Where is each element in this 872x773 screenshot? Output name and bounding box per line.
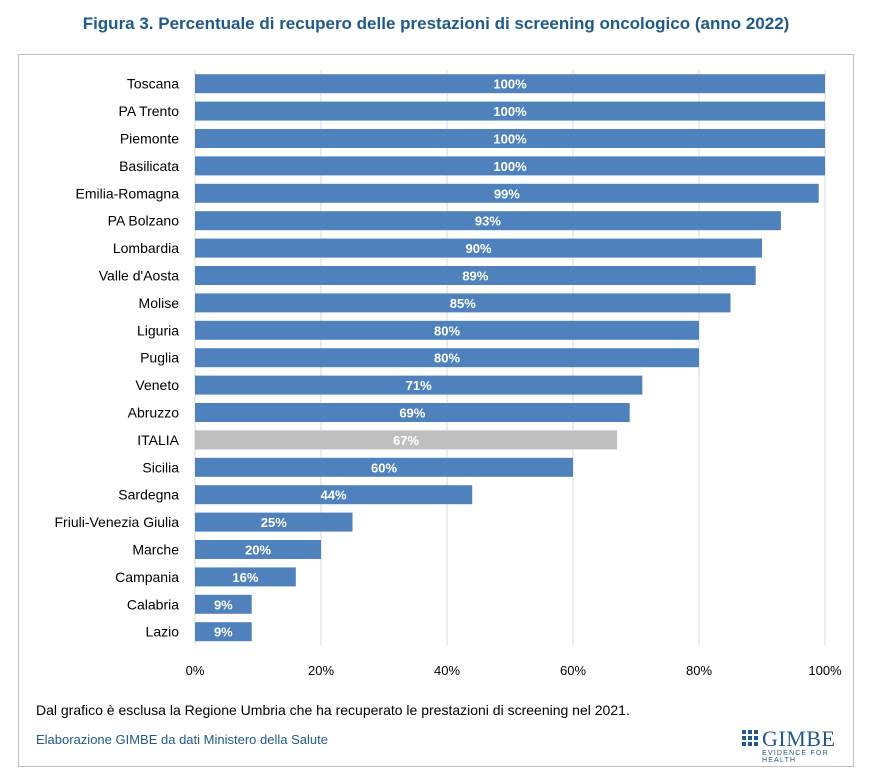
category-label: Emilia-Romagna <box>76 185 180 201</box>
chart-footnote: Dal grafico è esclusa la Regione Umbria … <box>36 702 630 718</box>
bars: 100%100%100%100%99%93%90%89%85%80%80%71%… <box>195 74 825 642</box>
category-label: Liguria <box>137 322 179 338</box>
logo-grid-icon <box>742 730 759 747</box>
x-axis-tick-labels: 0% 20% 40% 60% 80% 100% <box>186 663 842 678</box>
category-labels: Toscana PA Trento Piemonte Basilicata Emilia… <box>55 76 180 640</box>
data-label: 69% <box>399 406 425 421</box>
category-label: ITALIA <box>137 432 179 448</box>
data-label: 9% <box>214 597 233 612</box>
category-label: Calabria <box>127 596 179 612</box>
data-label: 20% <box>245 543 271 558</box>
bar <box>195 238 762 258</box>
category-label: Toscana <box>127 76 179 92</box>
data-label: 99% <box>494 186 520 201</box>
category-label: PA Bolzano <box>108 213 180 229</box>
chart-title: Figura 3. Percentuale di recupero delle … <box>82 14 790 33</box>
category-label: Valle d'Aosta <box>99 268 179 284</box>
data-label: 100% <box>493 77 527 92</box>
data-label: 71% <box>406 378 432 393</box>
category-label: Veneto <box>135 377 179 393</box>
logo-tagline: EVIDENCE FOR HEALTH <box>762 750 829 764</box>
bar <box>195 101 825 121</box>
bar <box>195 266 756 285</box>
data-source: Elaborazione GIMBE da dati Ministero del… <box>36 732 328 747</box>
category-label: Basilicata <box>119 158 179 174</box>
bar <box>195 512 353 532</box>
bar <box>195 320 699 340</box>
x-tick-label: 20% <box>308 663 334 678</box>
bar <box>195 485 473 505</box>
bar-chart: 100%100%100%100%99%93%90%89%85%80%80%71%… <box>55 70 842 678</box>
bar <box>195 156 825 176</box>
data-label: 67% <box>393 433 419 448</box>
category-label: Lazio <box>146 624 180 640</box>
data-label: 90% <box>465 241 491 256</box>
bar <box>195 293 731 313</box>
category-label: Lombardia <box>113 240 179 256</box>
data-label: 60% <box>371 460 397 475</box>
data-label: 80% <box>434 323 460 338</box>
data-label: 44% <box>321 488 347 503</box>
x-tick-label: 60% <box>560 663 586 678</box>
category-label: Sardegna <box>118 487 179 503</box>
data-label: 89% <box>462 269 488 284</box>
bar <box>195 567 296 587</box>
bar <box>195 430 618 450</box>
bar <box>195 594 252 614</box>
data-label: 100% <box>493 104 527 119</box>
data-label: 25% <box>261 515 287 530</box>
bar <box>195 403 630 422</box>
bar <box>195 622 252 642</box>
bar <box>195 348 699 368</box>
x-tick-label: 80% <box>686 663 712 678</box>
category-label: Sicilia <box>142 459 179 475</box>
bar <box>195 457 573 477</box>
bar <box>195 375 643 395</box>
x-tick-label: 40% <box>434 663 460 678</box>
x-tick-label: 0% <box>186 663 205 678</box>
category-label: PA Trento <box>119 103 180 119</box>
bar <box>195 129 825 148</box>
category-label: Friuli-Venezia Giulia <box>55 514 180 530</box>
data-label: 100% <box>493 159 527 174</box>
data-label: 85% <box>450 296 476 311</box>
gimbe-logo: GIMBE EVIDENCE FOR HEALTH <box>742 726 846 764</box>
category-label: Marche <box>132 542 179 558</box>
data-label: 100% <box>493 132 527 147</box>
bar <box>195 211 781 231</box>
data-label: 16% <box>232 570 258 585</box>
category-label: Puglia <box>140 350 179 366</box>
bar <box>195 540 321 559</box>
x-tick-label: 100% <box>808 663 842 678</box>
category-label: Campania <box>115 569 179 585</box>
data-label: 80% <box>434 351 460 366</box>
bar <box>195 183 819 203</box>
category-label: Piemonte <box>120 131 179 147</box>
logo-wordmark: GIMBE <box>762 726 836 751</box>
category-label: Abruzzo <box>128 405 180 421</box>
chart-frame <box>18 54 854 767</box>
data-label: 93% <box>475 214 501 229</box>
bar <box>195 74 825 94</box>
category-label: Molise <box>139 295 180 311</box>
data-label: 9% <box>214 625 233 640</box>
